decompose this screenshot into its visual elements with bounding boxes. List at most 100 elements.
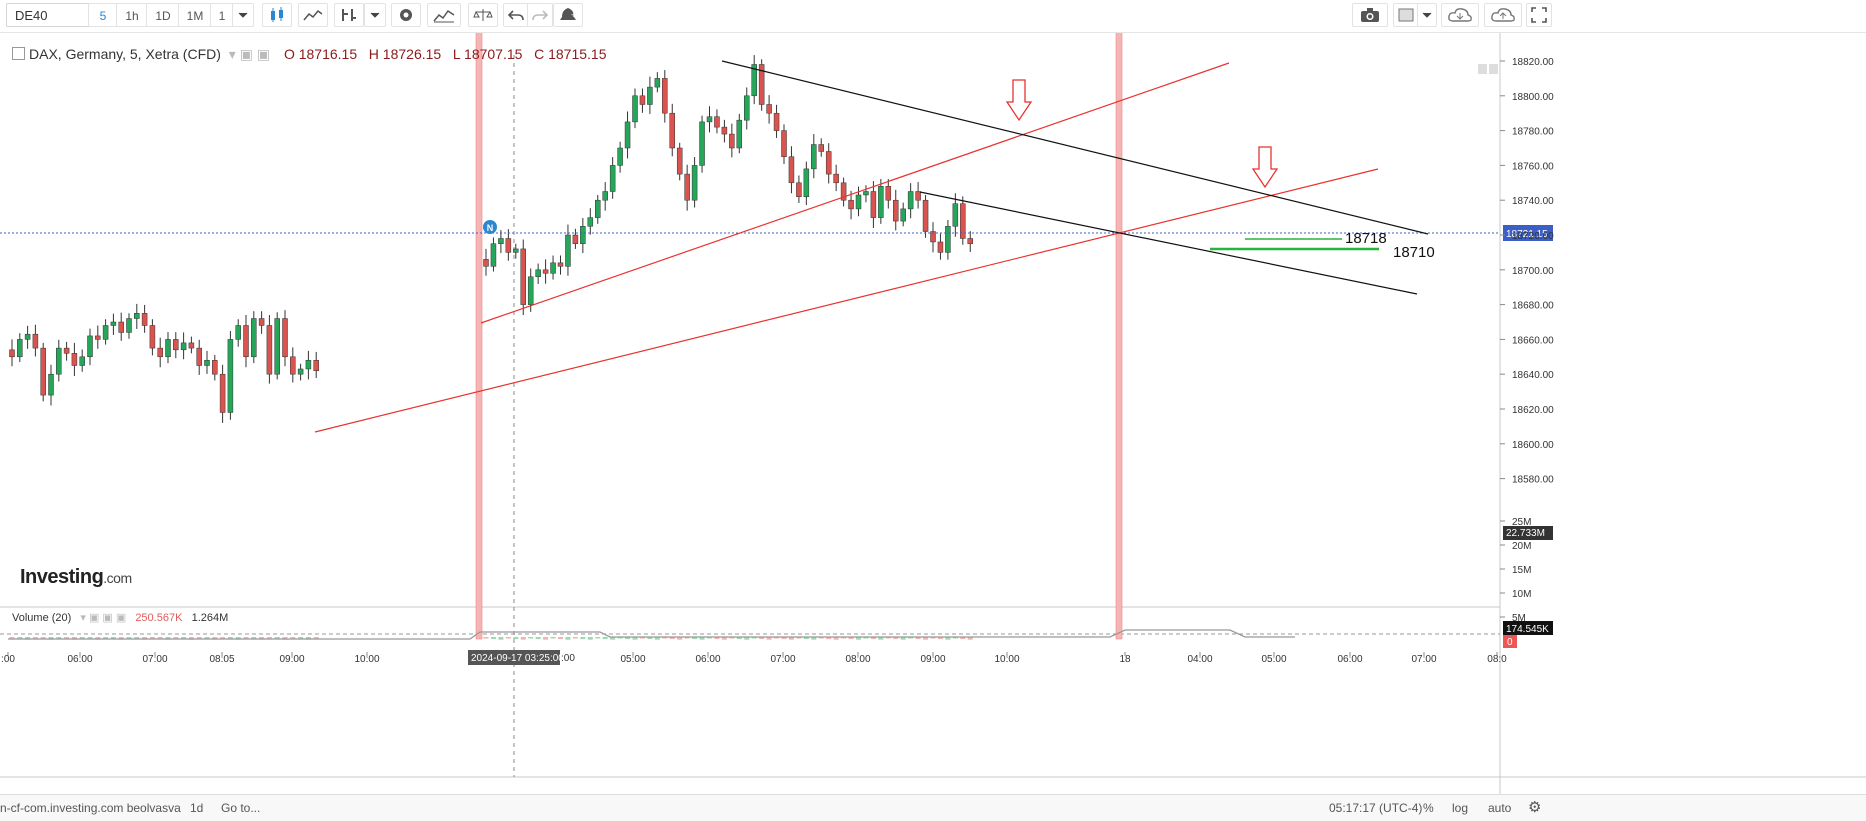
time-tick-label: 05:00: [1261, 654, 1286, 665]
candle-body: [878, 186, 884, 218]
red-trendline-lower[interactable]: [314, 168, 1379, 433]
candle-body: [513, 248, 519, 253]
interval-1h-button[interactable]: 1h: [116, 3, 148, 27]
volume-bar: [796, 637, 802, 639]
volume-bar: [9, 637, 15, 639]
cloud-download-icon[interactable]: [1441, 3, 1479, 27]
volume-bar: [313, 637, 319, 639]
alert-icon[interactable]: +: [553, 3, 583, 27]
svg-text:+: +: [571, 10, 576, 20]
scroll-icon[interactable]: [1489, 64, 1498, 74]
volume-bar: [580, 637, 586, 640]
volume-bar: [181, 637, 187, 640]
log-toggle[interactable]: log: [1452, 801, 1469, 815]
indicator-icon[interactable]: [334, 3, 364, 27]
volume-spike: [475, 33, 483, 640]
price-tick-label: 18640.00: [1512, 370, 1554, 381]
candle-body: [134, 313, 140, 319]
camera-icon[interactable]: [1352, 3, 1388, 27]
volume-bar: [960, 637, 966, 640]
interval-5-button[interactable]: 5: [88, 3, 118, 27]
line-chart-icon[interactable]: [298, 3, 328, 27]
interval-1m-button[interactable]: 1M: [178, 3, 212, 27]
candle-body: [251, 318, 257, 358]
volume-bar: [707, 637, 712, 639]
crosshair-time-badge: [468, 650, 560, 665]
volume-settings-icons[interactable]: ▾ ▣ ▣ ▣: [80, 612, 127, 624]
auto-toggle[interactable]: auto: [1488, 801, 1512, 815]
volume-bar: [632, 637, 638, 640]
chevron-down-icon[interactable]: [232, 3, 254, 27]
volume-bar: [251, 637, 257, 640]
dropdown-icon[interactable]: [364, 3, 386, 27]
price-chart[interactable]: 18721.15 22.733M 174.545K 0 2024-09-17 03:25…: [0, 33, 1866, 820]
compare-icon[interactable]: [427, 3, 461, 27]
crosshair-time-label: 2024-09-17 03:25:00: [471, 653, 564, 664]
price-tick-label: 18760.00: [1512, 161, 1554, 172]
down-arrow-icon: [1005, 79, 1033, 122]
price-tick-label: 18720.00: [1512, 231, 1554, 242]
multiplier-select[interactable]: 1: [210, 3, 234, 27]
channel-top-line[interactable]: [721, 60, 1429, 235]
volume-bar: [803, 637, 809, 640]
logo-name: Investing: [20, 566, 104, 588]
settings-icons[interactable]: ▾ ▣ ▣: [228, 46, 271, 62]
candle-body: [788, 156, 795, 184]
candle-body: [126, 318, 132, 333]
volume-spike: [1115, 33, 1123, 640]
volume-bar: [677, 637, 683, 640]
volume-bar: [595, 637, 601, 639]
volume-bar: [923, 637, 929, 640]
candle-body: [639, 95, 646, 105]
volume-bar: [937, 637, 943, 640]
candle-body: [744, 95, 750, 121]
volume-bar: [967, 637, 973, 640]
volume-legend: Volume (20) ▾ ▣ ▣ ▣ 250.567K 1.264M: [12, 611, 228, 624]
scroll-icon[interactable]: [1478, 64, 1487, 74]
gear-icon[interactable]: ⚙: [1528, 799, 1542, 816]
news-badge-icon[interactable]: [483, 220, 497, 234]
time-tick-label: 09:00: [920, 654, 945, 665]
candle-body: [960, 203, 966, 239]
redo-icon[interactable]: [527, 3, 553, 27]
volume-bar: [126, 637, 132, 639]
gear-icon[interactable]: [391, 3, 421, 27]
collapse-icon[interactable]: [12, 47, 25, 60]
candle-body: [624, 121, 631, 149]
volume-tick-label: 5M: [1512, 613, 1526, 624]
candle-body: [907, 191, 914, 210]
candle-body: [617, 147, 623, 166]
symbol-input[interactable]: DE40: [6, 3, 101, 27]
volume-bar: [558, 637, 563, 640]
red-trendline-upper[interactable]: [480, 62, 1230, 324]
channel-bottom-line[interactable]: [919, 191, 1418, 295]
scales-icon[interactable]: [468, 3, 498, 27]
candle-body: [691, 165, 698, 201]
volume-bar: [565, 637, 571, 640]
range-1d-button[interactable]: 1d: [190, 801, 204, 815]
cloud-upload-icon[interactable]: [1484, 3, 1522, 27]
fullscreen-rect-icon[interactable]: [1393, 3, 1419, 27]
percent-toggle[interactable]: %: [1423, 801, 1434, 815]
time-tick-label: 06:00: [695, 654, 720, 665]
candle-body: [165, 339, 171, 358]
expand-icon[interactable]: [1526, 3, 1552, 27]
volume-bar: [513, 637, 519, 640]
interval-1d-button[interactable]: 1D: [146, 3, 180, 27]
time-tick-label: 08:00: [845, 654, 870, 665]
volume-bar: [662, 637, 668, 639]
time-tick-label: 06:00: [1337, 654, 1362, 665]
undo-icon[interactable]: [503, 3, 529, 27]
price-tick-label: 18660.00: [1512, 335, 1554, 346]
candle-body: [40, 347, 46, 396]
volume-bar: [610, 637, 616, 640]
candle-body: [48, 373, 54, 396]
chevron-down-icon[interactable]: [1417, 3, 1437, 27]
candle-body: [773, 112, 780, 131]
goto-button[interactable]: Go to...: [221, 801, 261, 815]
time-tick-label: 07:00: [770, 654, 795, 665]
candles-icon[interactable]: [262, 3, 292, 27]
volume-bar: [885, 637, 891, 639]
low-value: L 18707.15: [452, 46, 523, 62]
candle-body: [580, 226, 586, 244]
